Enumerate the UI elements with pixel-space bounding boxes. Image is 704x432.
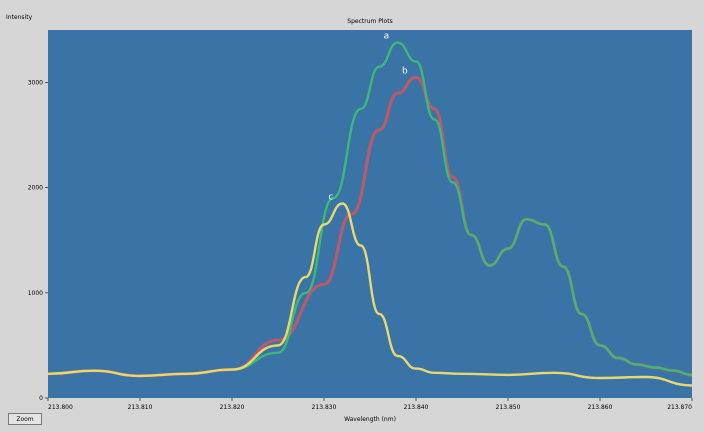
- y-tick-label: 1000: [28, 290, 43, 297]
- x-tick-label: 213.830: [312, 404, 337, 411]
- series-line-c: [47, 202, 693, 387]
- y-axis-label: Intensity: [6, 14, 33, 21]
- y-tick-label: 0: [39, 395, 43, 402]
- chart-title: Spectrum Plots: [347, 18, 392, 25]
- x-tick-label: 213.840: [404, 404, 429, 411]
- annotation-c: c: [328, 192, 333, 202]
- annotation-a: a: [384, 32, 390, 42]
- x-tick-label: 213.870: [667, 404, 692, 411]
- x-axis-ticks: 213.800 213.810 213.820 213.830 213.840 213.8…: [47, 398, 693, 411]
- y-tick-label: 3000: [28, 80, 43, 87]
- y-tick-label: 2000: [28, 185, 43, 192]
- series-line-a: [47, 41, 693, 378]
- x-tick-label: 213.820: [220, 404, 245, 411]
- x-tick-label: 213.800: [48, 404, 73, 411]
- annotation-b: b: [402, 66, 408, 76]
- zoom-button[interactable]: Zoom: [8, 413, 42, 425]
- x-axis-label: Wavelength (nm): [344, 416, 396, 423]
- x-tick-label: 213.810: [128, 404, 153, 411]
- series-group: [47, 41, 693, 387]
- annotations: b a c: [328, 32, 408, 203]
- x-tick-label: 213.850: [496, 404, 521, 411]
- y-axis-ticks: 0 1000 2000 3000: [28, 80, 48, 402]
- x-tick-label: 213.860: [588, 404, 613, 411]
